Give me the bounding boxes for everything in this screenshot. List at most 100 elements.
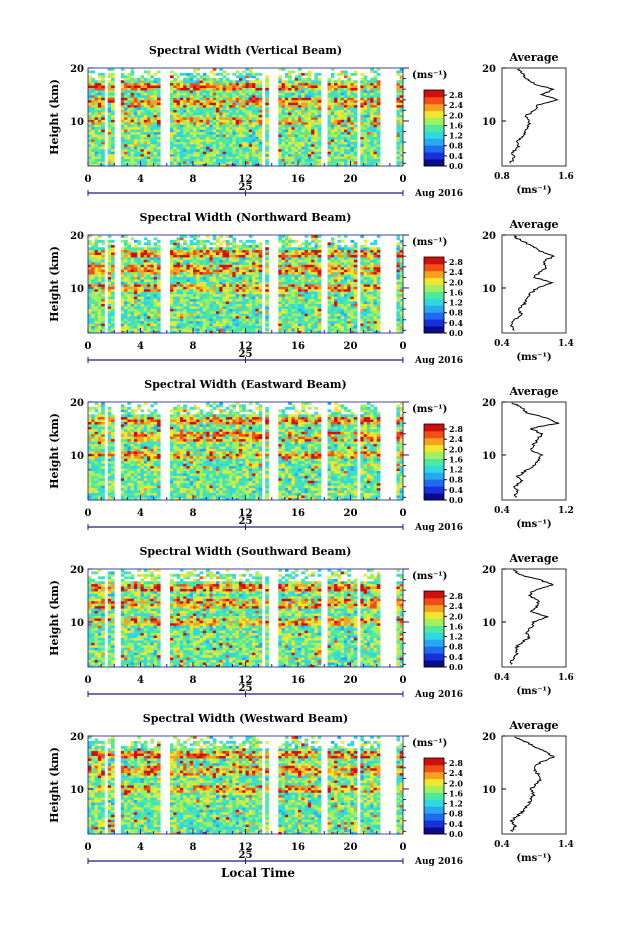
heatmap-cell (219, 301, 223, 304)
heatmap-cell (176, 161, 181, 164)
heatmap-cell (219, 315, 223, 319)
heatmap-cell (258, 291, 263, 295)
heatmap-cell (225, 318, 230, 322)
heatmap-cell (140, 271, 145, 275)
heatmap-cell (376, 153, 381, 157)
heatmap-cell (189, 77, 194, 81)
heatmap-cell (127, 75, 132, 79)
heatmap-cell (340, 131, 345, 135)
heatmap-cell (199, 82, 204, 86)
heatmap-cell (294, 163, 299, 167)
heatmap-cell (225, 303, 230, 307)
heatmap-cell (265, 134, 269, 137)
heatmap-cell (252, 148, 256, 152)
heatmap-cell (258, 298, 263, 302)
heatmap-cell (179, 158, 184, 162)
heatmap-cell (370, 139, 374, 142)
heatmap-cell (183, 94, 187, 98)
heatmap-cell (120, 261, 125, 265)
heatmap-cell (124, 131, 128, 135)
heatmap-cell (212, 306, 217, 309)
heatmap-cell (170, 82, 174, 86)
heatmap-cell (396, 90, 401, 93)
heatmap-cell (153, 109, 158, 113)
heatmap-cell (179, 328, 184, 331)
heatmap-cell (212, 151, 217, 155)
heatmap-cell (140, 153, 145, 157)
heatmap-cell (183, 274, 187, 278)
heatmap-cell (206, 163, 210, 167)
heatmap-cell (278, 112, 282, 115)
heatmap-cell (307, 85, 312, 88)
heatmap-cell (193, 279, 197, 282)
heatmap-cell (156, 80, 161, 84)
heatmap-cell (147, 119, 151, 123)
heatmap-cell (298, 163, 302, 167)
heatmap-cell (284, 85, 289, 88)
heatmap-cell (373, 99, 378, 103)
heatmap-cell (147, 291, 151, 295)
heatmap-cell (255, 153, 260, 157)
heatmap-cell (232, 80, 237, 84)
heatmap-cell (215, 252, 220, 255)
heatmap-cell (255, 77, 260, 81)
heatmap-cell (370, 134, 374, 137)
heatmap-cell (153, 237, 158, 241)
heatmap-cell (350, 131, 355, 135)
heatmap-cell (196, 153, 200, 157)
heatmap-cell (130, 77, 135, 81)
heatmap-cell (314, 163, 319, 167)
heatmap-cell (186, 148, 191, 152)
heatmap-cell (265, 303, 269, 307)
heatmap-cell (317, 156, 322, 160)
heatmap-cell (248, 126, 253, 130)
heatmap-cell (252, 301, 256, 304)
heatmap-cell (202, 117, 207, 120)
heatmap-cell (127, 276, 132, 280)
heatmap-cell (281, 325, 286, 329)
heatmap-cell (206, 271, 210, 275)
heatmap-cell (153, 242, 158, 246)
heatmap-cell (199, 134, 204, 137)
heatmap-cell (288, 269, 292, 273)
heatmap-cell (314, 90, 319, 93)
heatmap-cell (311, 97, 315, 101)
heatmap-cell (232, 301, 237, 304)
heatmap-cell (225, 244, 230, 248)
heatmap-cell (376, 163, 381, 167)
heatmap-cell (110, 156, 115, 160)
heatmap-cell (317, 139, 322, 142)
heatmap-cell (294, 134, 299, 137)
heatmap-cell (127, 291, 132, 295)
heatmap-cell (133, 318, 138, 322)
colorbar-segment (424, 110, 444, 119)
heatmap-cell (258, 315, 263, 319)
heatmap-cell (314, 109, 319, 113)
heatmap-cell (255, 254, 260, 258)
heatmap-cell (130, 325, 135, 329)
heatmap-cell (101, 310, 105, 314)
heatmap-cell (222, 70, 227, 74)
heatmap-cell (314, 121, 319, 125)
heatmap-cell (176, 114, 181, 118)
heatmap-cell (176, 286, 181, 290)
heatmap-cell (370, 163, 374, 167)
heatmap-cell (196, 328, 200, 331)
heatmap-cell (91, 107, 95, 111)
heatmap-cell (147, 139, 151, 142)
heatmap-cell (140, 136, 145, 140)
heatmap-cell (376, 109, 381, 113)
heatmap-cell (212, 139, 217, 142)
heatmap-cell (137, 85, 141, 88)
heatmap-cell (212, 119, 217, 123)
heatmap-cell (124, 136, 128, 140)
heatmap-cell (140, 139, 145, 142)
heatmap-cell (363, 99, 368, 103)
heatmap-cell (130, 70, 135, 74)
heatmap-cell (94, 271, 99, 275)
heatmap-cell (373, 97, 378, 101)
heatmap-cell (219, 136, 223, 140)
heatmap-cell (199, 271, 204, 275)
heatmap-cell (229, 104, 233, 108)
heatmap-cell (94, 99, 99, 103)
